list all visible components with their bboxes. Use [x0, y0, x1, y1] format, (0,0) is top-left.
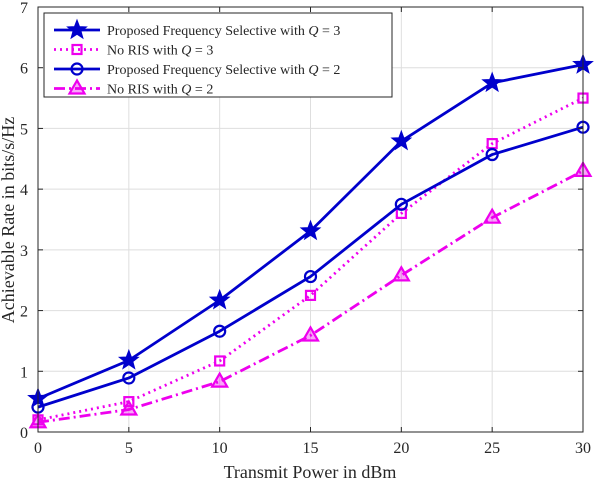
data-point-square — [214, 355, 226, 367]
axis-ticks: 0 5 10 15 20 25 30 0 1 2 3 4 5 6 7 — [20, 0, 591, 457]
data-point-triangle — [210, 371, 230, 388]
y-tick-label: 0 — [20, 425, 28, 442]
legend-label: No RIS with Q = 3 — [107, 44, 213, 59]
data-point-circle — [485, 147, 499, 162]
legend-box — [43, 12, 393, 98]
y-tick-label: 5 — [20, 121, 28, 138]
x-tick-label: 5 — [125, 440, 133, 457]
legend-marker-star — [66, 18, 88, 40]
data-point-circle — [303, 269, 318, 284]
legend-marker-circle — [70, 62, 84, 76]
y-tick-label: 2 — [20, 304, 28, 321]
x-axis-title: Transmit Power in dBm — [224, 462, 397, 482]
y-tick-label: 4 — [20, 182, 28, 199]
data-point-star — [299, 219, 322, 241]
x-tick-label: 25 — [484, 440, 500, 457]
legend-entry: Proposed Frequency Selective with Q = 3 — [54, 18, 340, 40]
series-line — [37, 96, 584, 422]
y-tick-label: 6 — [20, 61, 28, 78]
y-tick-label: 1 — [20, 364, 28, 381]
y-tick-label: 7 — [20, 0, 28, 17]
y-axis-title: Achievable Rate in bits/s/Hz — [0, 117, 18, 323]
legend: Proposed Frequency Selective with Q = 3 N… — [43, 12, 393, 98]
legend-label: Proposed Frequency Selective with Q = 2 — [107, 63, 340, 78]
x-tick-label: 15 — [303, 440, 319, 457]
data-point-star — [117, 348, 140, 370]
y-tick-label: 3 — [20, 243, 28, 260]
data-point-circle — [213, 324, 227, 338]
x-tick-label: 30 — [575, 440, 591, 457]
series-line — [37, 125, 584, 409]
data-point-star — [390, 129, 413, 151]
series-group — [27, 53, 594, 429]
legend-marker-triangle — [67, 78, 87, 95]
legend-label: No RIS with Q = 2 — [107, 83, 213, 98]
data-point-star — [208, 288, 231, 310]
data-point-circle — [394, 197, 408, 211]
legend-marker-square — [71, 43, 83, 56]
legend-entry: Proposed Frequency Selective with Q = 2 — [54, 62, 340, 78]
x-tick-label: 20 — [393, 440, 409, 457]
data-point-triangle — [482, 207, 502, 224]
series-3 — [31, 120, 590, 414]
x-tick-label: 0 — [34, 440, 42, 457]
legend-label: Proposed Frequency Selective with Q = 3 — [107, 24, 340, 39]
series-line — [37, 169, 584, 424]
data-point-square — [304, 289, 317, 301]
x-tick-label: 10 — [212, 440, 228, 457]
data-point-star — [481, 71, 504, 93]
legend-entry: No RIS with Q = 3 — [54, 44, 213, 59]
data-point-square — [123, 396, 135, 408]
data-point-triangle — [301, 325, 320, 342]
legend-entry: No RIS with Q = 2 — [54, 78, 213, 98]
data-point-triangle — [119, 399, 139, 416]
data-point-circle — [122, 371, 136, 385]
data-point-triangle — [391, 265, 411, 282]
